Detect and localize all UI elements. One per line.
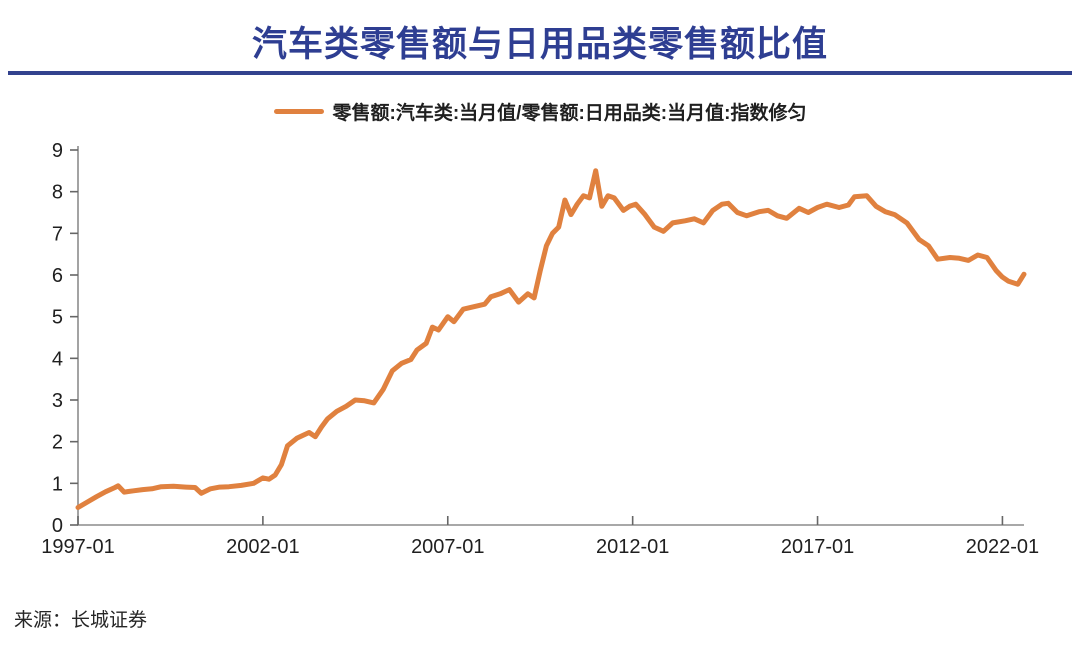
y-axis-tick-label: 6: [52, 265, 63, 287]
legend-line-swatch: [273, 108, 324, 114]
x-axis-tick-label: 1997-01: [41, 536, 114, 558]
y-axis-tick-label: 5: [52, 307, 63, 329]
ratio-line-series: [75, 168, 1027, 510]
y-axis-tick-label: 3: [52, 390, 63, 412]
title-divider: [8, 71, 1072, 75]
y-axis-tick-label: 4: [52, 348, 63, 370]
y-axis-tick-label: 2: [52, 432, 63, 454]
x-axis-tick-label: 2017-01: [781, 536, 854, 558]
y-axis-tick-label: 8: [52, 182, 63, 204]
x-axis-tick-label: 2012-01: [596, 536, 669, 558]
chart-title: 汽车类零售额与日用品类零售额比值: [251, 25, 828, 64]
source-note: 来源：长城证券: [14, 610, 148, 631]
x-axis-tick-label: 2007-01: [411, 536, 484, 558]
y-axis-tick-label: 9: [52, 140, 63, 162]
x-axis-tick-label: 2022-01: [966, 536, 1039, 558]
y-axis-tick-label: 7: [52, 223, 63, 245]
y-axis-tick-label: 0: [52, 515, 63, 537]
legend-series-label: 零售额:汽车类:当月值/零售额:日用品类:当月值:指数修匀: [332, 102, 807, 124]
y-axis-tick-label: 1: [52, 473, 63, 495]
x-axis-tick-label: 2002-01: [226, 536, 299, 558]
legend: 零售额:汽车类:当月值/零售额:日用品类:当月值:指数修匀: [0, 98, 1080, 124]
